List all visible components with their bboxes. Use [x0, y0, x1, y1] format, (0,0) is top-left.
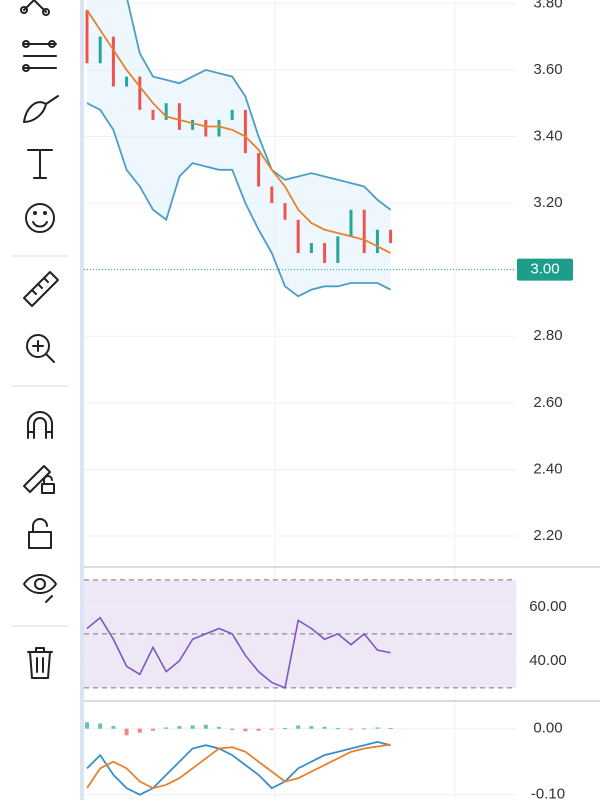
trend-tool[interactable]: [20, 0, 50, 16]
y-tick-label: 3.80: [533, 0, 562, 11]
candle: [349, 209, 353, 237]
bollinger-lower: [86, 102, 392, 298]
macd-histogram-bar: [296, 725, 301, 729]
candle: [296, 219, 300, 254]
candle: [309, 243, 313, 254]
candle: [362, 209, 366, 254]
brush-tool[interactable]: [23, 95, 59, 123]
candle: [98, 36, 102, 64]
macd-histogram-bar: [98, 723, 103, 729]
candle: [164, 103, 168, 120]
emoji-tool[interactable]: [25, 203, 55, 233]
current-price-label: 3.00: [530, 261, 559, 278]
macd-histogram-bar: [203, 724, 208, 729]
y-tick-label: 0.00: [533, 720, 562, 737]
lock-drawing-tool[interactable]: [23, 465, 55, 494]
y-tick-label: 40.00: [529, 652, 567, 669]
y-tick-label: 2.60: [533, 394, 562, 411]
y-tick-label: 2.80: [533, 327, 562, 344]
toolbar-divider: [12, 255, 68, 627]
macd-histogram-bar: [375, 727, 380, 729]
toolbar: [0, 0, 80, 800]
candle: [270, 186, 274, 204]
visibility-tool[interactable]: [23, 574, 57, 603]
magnet-tool[interactable]: [27, 411, 53, 439]
macd-histogram-bar: [137, 728, 142, 733]
macd-histogram-bar: [230, 728, 235, 731]
signal-line: [86, 743, 391, 790]
candle: [85, 9, 89, 64]
fib-tool[interactable]: [22, 40, 57, 72]
candle: [389, 229, 393, 244]
macd-histogram-bar: [335, 728, 340, 730]
rsi-pane: [84, 579, 516, 689]
rsi-line: [86, 616, 391, 689]
candle: [243, 109, 247, 154]
macd-histogram-bar: [283, 728, 287, 730]
candle: [111, 36, 115, 87]
bollinger-mid: [86, 9, 392, 254]
toolbar-edge: [80, 0, 84, 800]
macd-histogram-bar: [124, 728, 129, 736]
macd-histogram-bar: [362, 728, 367, 730]
candle: [151, 109, 155, 120]
delete-tool[interactable]: [27, 647, 53, 679]
candle: [230, 109, 234, 120]
macd-histogram-bar: [217, 726, 221, 729]
macd-histogram-bar: [349, 728, 353, 730]
macd-histogram-bar: [151, 728, 155, 731]
candle: [191, 119, 195, 130]
band-fill: [87, 0, 391, 297]
toolbar-icons: [12, 0, 68, 679]
y-tick-label: -0.10: [531, 786, 565, 800]
macd-histogram-bar: [243, 728, 248, 732]
macd-histogram-bar: [85, 722, 89, 729]
candle: [336, 236, 340, 264]
macd-histogram-bar: [190, 725, 195, 729]
y-tick-label: 2.40: [533, 460, 562, 477]
price-pane: [84, 0, 516, 537]
candle: [323, 243, 327, 264]
current-price-box: [517, 258, 573, 281]
ruler-tool[interactable]: [23, 271, 59, 307]
y-tick-label: 3.60: [533, 61, 562, 78]
text-tool[interactable]: [27, 149, 53, 179]
lock-tool[interactable]: [28, 518, 52, 549]
pane-separator: [84, 566, 600, 702]
candle: [204, 119, 208, 137]
candle: [257, 153, 261, 187]
macd-histogram-bar: [256, 728, 261, 731]
macd-histogram-bar: [309, 726, 314, 729]
macd-histogram-bar: [322, 726, 327, 729]
bollinger-upper: [126, 0, 392, 211]
zoom-tool[interactable]: [26, 334, 55, 363]
macd-line: [86, 741, 391, 796]
macd-pane: [84, 722, 516, 796]
y-tick-label: 3.20: [533, 194, 562, 211]
macd-histogram-bar: [111, 726, 116, 729]
y-tick-label: 2.20: [533, 527, 562, 544]
candle: [375, 229, 379, 254]
candle: [138, 76, 142, 110]
macd-histogram-bar: [388, 728, 393, 730]
candle: [283, 203, 287, 220]
candle: [217, 119, 221, 137]
axes: 3.803.603.403.203.002.802.602.402.203.00…: [517, 0, 573, 803]
macd-histogram-bar: [269, 728, 274, 730]
candle: [125, 76, 129, 87]
y-tick-label: 60.00: [529, 598, 567, 615]
macd-histogram-bar: [177, 726, 182, 729]
macd-histogram-bar: [164, 727, 169, 729]
y-tick-label: 3.40: [533, 127, 562, 144]
candle: [177, 103, 181, 130]
